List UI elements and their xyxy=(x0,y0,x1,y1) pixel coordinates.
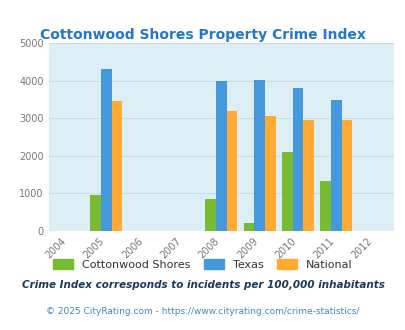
Bar xyxy=(243,223,254,231)
Bar xyxy=(330,100,341,231)
Bar xyxy=(111,101,122,231)
Text: © 2025 CityRating.com - https://www.cityrating.com/crime-statistics/: © 2025 CityRating.com - https://www.city… xyxy=(46,307,359,316)
Bar xyxy=(281,152,292,231)
Bar xyxy=(303,120,313,231)
Bar xyxy=(292,88,303,231)
Bar xyxy=(90,195,100,231)
Bar xyxy=(320,181,330,231)
Bar xyxy=(264,116,275,231)
Bar xyxy=(205,199,215,231)
Bar xyxy=(341,120,352,231)
Text: Crime Index corresponds to incidents per 100,000 inhabitants: Crime Index corresponds to incidents per… xyxy=(21,280,384,290)
Bar xyxy=(254,80,264,231)
Bar xyxy=(226,111,237,231)
Text: Cottonwood Shores Property Crime Index: Cottonwood Shores Property Crime Index xyxy=(40,28,365,42)
Legend: Cottonwood Shores, Texas, National: Cottonwood Shores, Texas, National xyxy=(49,255,356,274)
Bar xyxy=(215,81,226,231)
Bar xyxy=(100,69,111,231)
